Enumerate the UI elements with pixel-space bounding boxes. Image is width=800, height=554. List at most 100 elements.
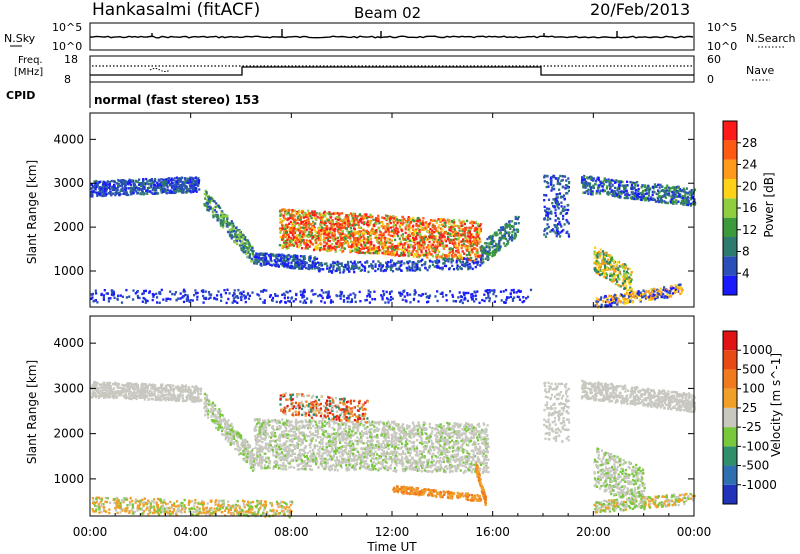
power-point: [142, 180, 145, 183]
power-point: [667, 189, 670, 192]
power-point: [477, 223, 480, 226]
power-point: [618, 191, 621, 195]
power-point: [386, 230, 389, 233]
power-point: [350, 298, 354, 301]
power-point: [323, 232, 326, 235]
power-point: [325, 236, 328, 240]
power-point: [172, 188, 175, 192]
power-point: [390, 231, 394, 234]
power-point: [192, 179, 195, 183]
power-point: [333, 261, 336, 264]
power-point: [179, 297, 182, 300]
power-point: [206, 202, 209, 205]
power-point: [473, 221, 476, 224]
power-point: [563, 198, 566, 201]
power-point: [454, 234, 457, 237]
power-point: [367, 270, 370, 274]
power-point: [363, 266, 366, 269]
power-point: [389, 291, 392, 294]
power-point: [283, 217, 286, 220]
power-point: [122, 192, 125, 195]
power-point: [386, 265, 389, 268]
power-point: [414, 291, 417, 294]
power-point: [429, 260, 432, 263]
power-point: [620, 264, 623, 267]
power-point: [405, 300, 408, 303]
power-point: [116, 297, 119, 300]
power-point: [336, 212, 339, 215]
power-point: [101, 194, 104, 198]
power-point: [242, 234, 245, 237]
power-point: [189, 190, 192, 193]
power-point: [146, 187, 149, 190]
power-point: [460, 295, 463, 299]
power-point: [632, 290, 635, 293]
power-point: [336, 263, 339, 267]
power-point: [282, 224, 285, 227]
power-point: [466, 219, 469, 223]
power-point: [301, 259, 304, 263]
power-point: [275, 300, 278, 304]
power-point: [625, 277, 628, 280]
power-point: [108, 182, 111, 186]
power-point: [235, 239, 239, 243]
power-point: [375, 246, 378, 249]
power-point: [684, 193, 687, 196]
power-point: [165, 189, 168, 192]
power-point: [604, 266, 607, 269]
power-point: [298, 263, 301, 266]
power-point: [506, 296, 509, 299]
power-point: [403, 217, 406, 221]
power-point: [107, 186, 111, 189]
power-point: [367, 238, 370, 242]
power-point: [298, 266, 301, 269]
power-point: [643, 185, 646, 188]
power-point: [322, 244, 326, 248]
power-point: [280, 244, 283, 247]
power-point: [351, 243, 354, 247]
power-point: [119, 294, 122, 297]
power-point: [154, 179, 157, 182]
power-point: [289, 227, 293, 230]
power-point: [423, 263, 426, 266]
power-point: [449, 232, 452, 236]
power-point: [425, 246, 428, 249]
power-point: [366, 250, 370, 254]
power-point: [461, 244, 465, 247]
power-point: [116, 187, 119, 191]
power-point: [291, 233, 294, 237]
power-point: [185, 189, 189, 192]
power-point: [458, 256, 461, 260]
power-point: [609, 192, 612, 195]
power-point: [308, 235, 311, 239]
power-point: [407, 252, 410, 256]
power-point: [448, 257, 451, 260]
power-point: [613, 275, 616, 279]
power-point: [464, 236, 467, 240]
power-point: [114, 188, 117, 192]
power-point: [431, 255, 435, 258]
power-point: [336, 222, 340, 225]
power-point: [180, 189, 183, 192]
power-point: [224, 291, 227, 295]
power-point: [602, 180, 605, 183]
power-point: [648, 188, 651, 191]
power-point: [475, 258, 478, 261]
power-point: [487, 250, 490, 253]
power-point: [616, 297, 619, 300]
power-point: [545, 175, 548, 178]
power-point: [477, 233, 480, 236]
power-point: [474, 261, 477, 264]
power-point: [352, 268, 355, 271]
power-point: [433, 236, 436, 239]
power-point: [108, 181, 111, 184]
power-point: [279, 258, 282, 261]
power-point: [583, 185, 586, 188]
power-point: [436, 246, 439, 249]
power-point: [281, 236, 284, 239]
power-point: [248, 253, 252, 256]
power-point: [284, 240, 287, 243]
power-point: [205, 206, 208, 209]
power-point: [101, 189, 104, 192]
power-point: [557, 232, 560, 236]
